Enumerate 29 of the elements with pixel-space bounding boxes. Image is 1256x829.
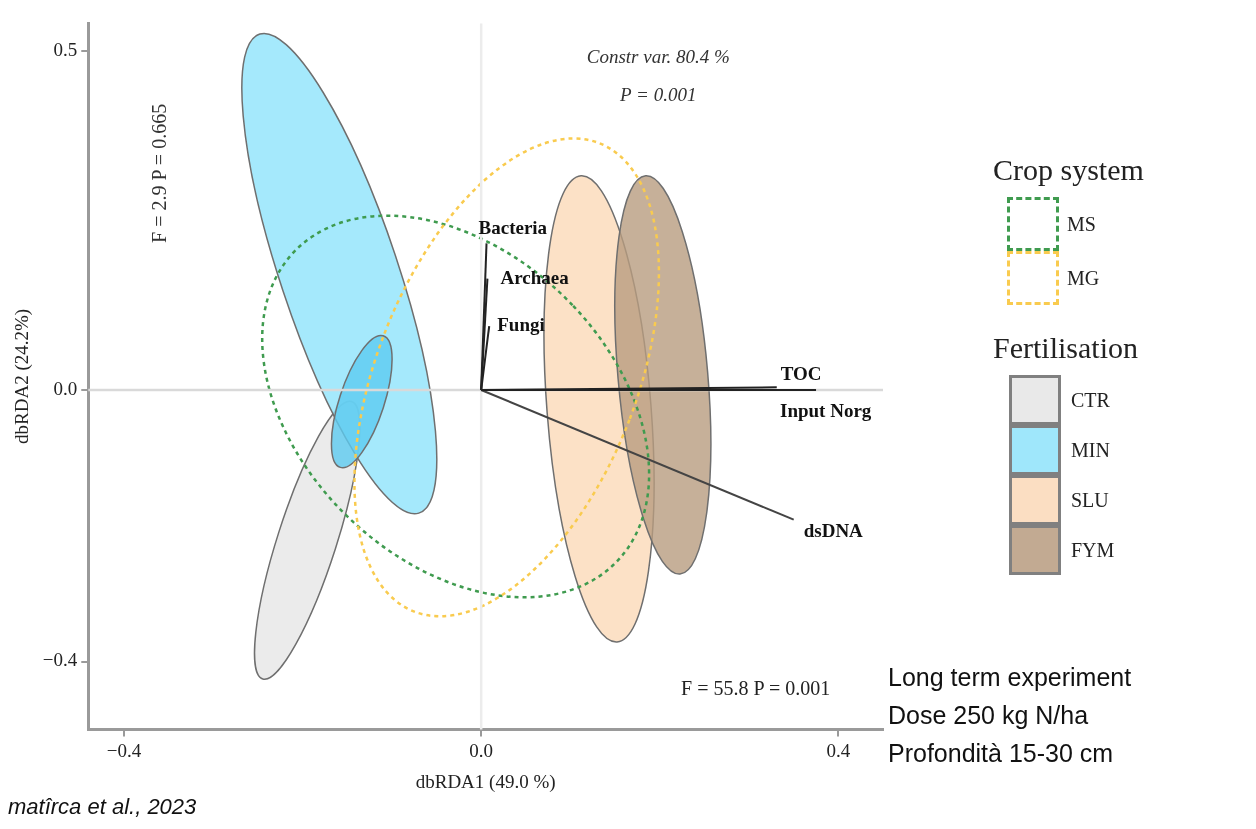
- annotation: F = 2.9 P = 0.665: [147, 103, 170, 243]
- x-tick-label: 0.4: [826, 739, 851, 761]
- series-label: Input Norg: [780, 399, 872, 421]
- text: CTR: [1071, 388, 1110, 412]
- text: Long term experiment: [888, 662, 1132, 693]
- text: MIN: [1071, 438, 1110, 462]
- series-label: Fungi: [497, 314, 545, 336]
- y-tick-label: 0.5: [53, 38, 78, 60]
- text: SLU: [1071, 488, 1109, 512]
- text: Profondità 15-30 cm: [888, 738, 1115, 769]
- text: MS: [1067, 212, 1096, 236]
- annotation: F = 55.8 P = 0.001: [681, 676, 831, 699]
- x-axis-title: dbRDA1 (49.0 %): [415, 770, 556, 793]
- y-axis-title: dbRDA2 (24.2%): [11, 308, 34, 444]
- text: Dose 250 kg N/ha: [888, 700, 1090, 731]
- x-tick-label: 0.0: [469, 739, 494, 761]
- text: FYM: [1071, 538, 1115, 562]
- text: matîrca et al., 2023: [8, 794, 197, 820]
- text: MG: [1067, 266, 1100, 290]
- y-tick-label: −0.4: [42, 649, 78, 671]
- series-label: dsDNA: [803, 519, 864, 541]
- series-label: TOC: [780, 363, 822, 385]
- text: Fertilisation: [993, 331, 1138, 364]
- annotation: Constr var. 80.4 %: [586, 46, 730, 68]
- x-tick-label: −0.4: [106, 739, 142, 761]
- annotation: P = 0.001: [619, 84, 697, 106]
- y-tick-label: 0.0: [53, 377, 78, 399]
- series-label: Bacteria: [478, 217, 548, 239]
- text: Crop system: [993, 153, 1144, 186]
